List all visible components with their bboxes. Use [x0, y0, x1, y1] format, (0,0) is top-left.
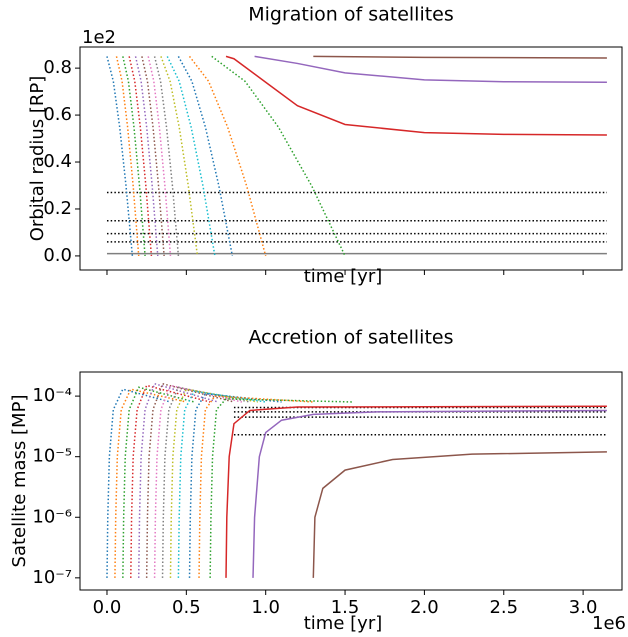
- series-line: [115, 56, 140, 256]
- y-offset-label: 1e2: [82, 27, 116, 48]
- series-line: [114, 388, 187, 578]
- axes-frame: [79, 46, 623, 271]
- x-offset-label: 1e6: [592, 613, 626, 634]
- y-tick-label: 10⁻⁶: [32, 506, 72, 527]
- series-line: [137, 382, 219, 578]
- y-tick-label: 0.8: [43, 57, 72, 78]
- series-line: [106, 388, 171, 578]
- x-axis-label: time [yr]: [304, 266, 383, 287]
- x-tick-label: 1.0: [251, 597, 280, 618]
- x-tick-label: 1.5: [331, 597, 360, 618]
- x-tick-label: 3.0: [569, 597, 598, 618]
- x-tick-label: 0.0: [93, 597, 122, 618]
- y-tick-label: 0.6: [43, 104, 72, 125]
- series-line: [188, 55, 267, 257]
- x-tick-label: 0.5: [172, 597, 201, 618]
- series-line: [141, 56, 165, 256]
- series-line: [209, 398, 353, 578]
- series-line: [198, 395, 314, 578]
- plot-area: [106, 55, 607, 257]
- y-tick-label: 10⁻⁷: [32, 567, 72, 588]
- series-line: [122, 386, 195, 578]
- series-line: [225, 55, 607, 136]
- series-line: [177, 56, 234, 257]
- series-line: [161, 386, 250, 578]
- chart-title: Accretion of satellites: [249, 327, 454, 349]
- y-tick-label: 0.2: [43, 198, 72, 219]
- series-line: [147, 56, 172, 256]
- axes-frame: [79, 371, 623, 591]
- series-line: [177, 390, 266, 578]
- series-line: [160, 56, 199, 257]
- series-line: [312, 451, 607, 578]
- y-tick-label: 0.4: [43, 151, 72, 172]
- series-line: [122, 56, 146, 256]
- series-line: [128, 56, 153, 256]
- series-line: [225, 405, 607, 578]
- x-tick-label: 2.0: [410, 597, 439, 618]
- series-line: [130, 384, 211, 578]
- x-tick-label: 2.5: [489, 597, 518, 618]
- series-line: [153, 56, 180, 256]
- y-tick-label: 10⁻⁵: [32, 446, 72, 467]
- x-axis-label: time [yr]: [304, 613, 383, 634]
- series-line: [211, 55, 346, 257]
- series-line: [169, 388, 258, 578]
- chart-title: Migration of satellites: [248, 4, 454, 26]
- series-line: [254, 55, 607, 83]
- y-axis-label: Satellite mass [MP]: [9, 395, 30, 568]
- series-line: [252, 409, 607, 578]
- series-line: [145, 382, 235, 578]
- series-line: [313, 55, 607, 59]
- y-tick-label: 10⁻⁴: [32, 385, 72, 406]
- y-tick-label: 0.0: [43, 245, 72, 266]
- y-axis-label: Orbital radius [RP]: [27, 76, 48, 242]
- series-line: [153, 384, 243, 578]
- plot-area: [106, 382, 607, 578]
- series-line: [166, 56, 216, 257]
- series-line: [188, 392, 282, 578]
- series-line: [134, 56, 159, 256]
